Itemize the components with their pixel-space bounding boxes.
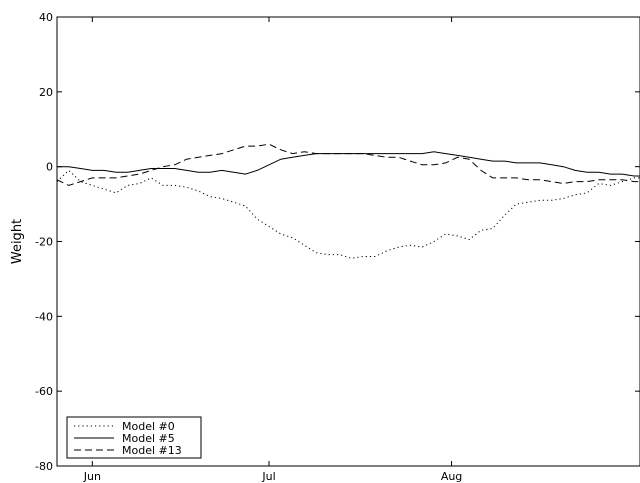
y-tick-label: 0 <box>46 161 53 174</box>
y-axis: 40 20 0 -20 -40 -60 -80 <box>35 11 640 473</box>
y-tick-label: -60 <box>35 385 53 398</box>
series-line-model-13 <box>56 143 640 186</box>
x-tick-label: Jun <box>83 470 101 483</box>
legend-label: Model #5 <box>122 432 175 445</box>
y-tick-label: -80 <box>35 460 53 473</box>
y-axis-title: Weight <box>10 219 25 264</box>
plot-frame <box>56 16 640 467</box>
x-axis: Jun Jul Aug <box>83 17 462 483</box>
x-tick-label: Jul <box>261 470 275 483</box>
y-tick-label: -40 <box>35 310 53 323</box>
plot-area <box>56 16 640 467</box>
series-lines <box>56 143 640 259</box>
series-line-model-0 <box>56 169 640 259</box>
y-tick-label: 40 <box>39 11 53 24</box>
legend-label: Model #13 <box>122 444 182 457</box>
x-tick-label: Aug <box>441 470 462 483</box>
legend-label: Model #0 <box>122 420 175 433</box>
y-tick-label: -20 <box>35 236 53 249</box>
y-tick-label: 20 <box>39 86 53 99</box>
